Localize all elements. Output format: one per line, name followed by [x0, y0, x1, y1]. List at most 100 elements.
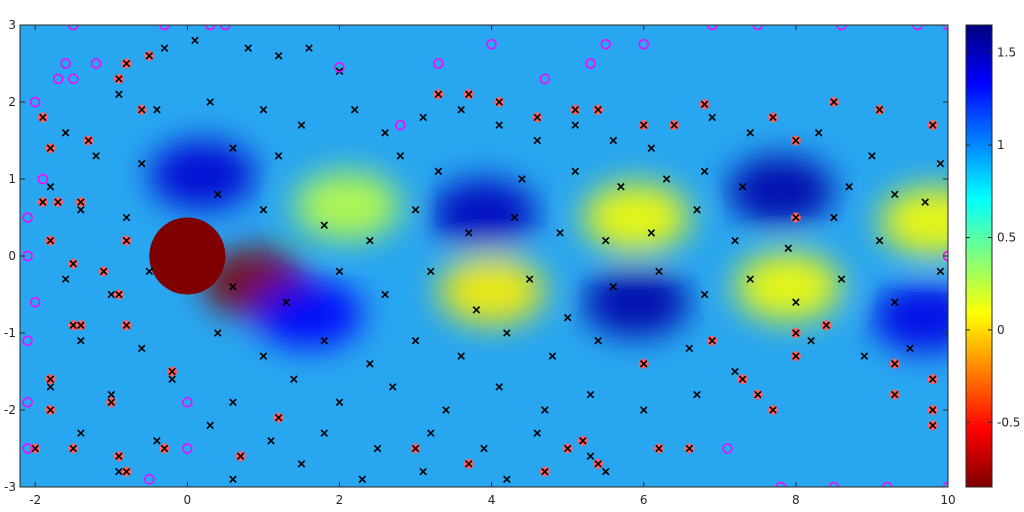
data-point	[60, 58, 71, 69]
data-point	[868, 152, 876, 160]
data-point	[653, 443, 664, 454]
data-point	[890, 190, 899, 199]
colorbar: -0.5 0 0.5 1 1.5	[965, 24, 1020, 488]
data-point	[410, 443, 421, 454]
data-point	[889, 358, 900, 369]
data-point	[22, 212, 33, 223]
data-point	[153, 437, 161, 445]
data-point	[274, 152, 283, 160]
data-point	[792, 298, 800, 306]
data-point	[334, 62, 345, 73]
data-point	[30, 443, 41, 454]
data-point	[68, 320, 79, 331]
data-point	[890, 298, 899, 306]
data-point	[77, 429, 85, 437]
data-point	[706, 25, 718, 31]
data-point	[821, 320, 832, 331]
data-point	[182, 443, 193, 454]
data-point	[121, 320, 132, 331]
x-tick-label: 4	[488, 493, 496, 507]
data-point	[601, 467, 610, 476]
data-point	[486, 39, 497, 50]
data-point	[570, 104, 581, 115]
data-point	[936, 159, 945, 168]
data-point	[305, 44, 313, 52]
data-point	[419, 467, 427, 476]
data-point	[927, 120, 938, 131]
data-point	[37, 112, 48, 123]
data-point	[426, 267, 435, 276]
data-point	[586, 452, 595, 460]
data-point	[539, 466, 550, 477]
data-point	[510, 213, 519, 222]
data-point	[752, 389, 763, 400]
data-point	[144, 50, 155, 61]
data-point	[144, 474, 155, 485]
data-point	[746, 129, 754, 137]
data-point	[229, 144, 237, 152]
colorbar-tick-label: -0.5	[997, 415, 1020, 429]
data-point	[737, 374, 748, 385]
colorbar-tick-label: 0.5	[997, 231, 1016, 245]
data-point	[191, 36, 199, 45]
x-tick-label: 2	[336, 493, 344, 507]
data-point	[707, 335, 718, 346]
data-point	[738, 182, 747, 191]
data-point	[229, 475, 237, 484]
data-point	[45, 405, 56, 415]
data-point	[113, 451, 124, 462]
x-tick-label: -2	[29, 493, 41, 507]
data-point	[297, 460, 306, 468]
data-point	[647, 144, 656, 152]
data-point	[532, 112, 543, 123]
y-tick-label: 1	[8, 172, 16, 186]
data-point	[722, 443, 733, 454]
data-point	[107, 290, 116, 299]
data-point	[90, 58, 102, 69]
data-point	[335, 398, 344, 407]
data-point	[539, 73, 551, 85]
data-point	[37, 197, 48, 208]
data-point	[790, 135, 801, 146]
y-tick-label: -1	[4, 326, 16, 340]
x-tick-label: 8	[792, 493, 800, 507]
data-point	[480, 444, 488, 453]
data-point	[693, 206, 701, 214]
data-point	[61, 275, 70, 283]
data-point	[585, 58, 596, 69]
y-tick-label: -3	[4, 480, 16, 494]
data-point	[889, 389, 900, 400]
data-point	[137, 159, 146, 168]
data-point	[548, 352, 557, 360]
x-axis: -2 0 2 4 6 8 10	[29, 25, 956, 507]
data-point	[790, 328, 801, 338]
data-point	[593, 458, 604, 469]
obstacle-layer	[149, 217, 226, 295]
field-feature	[582, 182, 690, 253]
data-point	[828, 97, 839, 107]
data-point	[320, 221, 329, 229]
data-point	[29, 296, 41, 308]
data-point	[366, 360, 374, 368]
data-point	[638, 39, 649, 50]
field-feature	[727, 155, 834, 226]
data-point	[541, 406, 549, 414]
data-point	[638, 120, 649, 131]
data-point	[768, 112, 779, 123]
colorbar-tick-label: 1.5	[997, 46, 1016, 60]
data-point	[577, 435, 588, 446]
data-point	[881, 481, 893, 487]
data-point	[75, 320, 86, 331]
data-point	[647, 229, 656, 237]
data-point	[434, 167, 443, 176]
data-point	[22, 443, 33, 454]
data-point	[61, 129, 70, 137]
data-point	[836, 25, 847, 31]
data-point	[617, 182, 625, 191]
data-point	[335, 267, 344, 276]
data-point	[746, 275, 754, 283]
data-point	[495, 121, 503, 129]
data-point	[906, 344, 914, 353]
field-feature	[871, 282, 948, 353]
